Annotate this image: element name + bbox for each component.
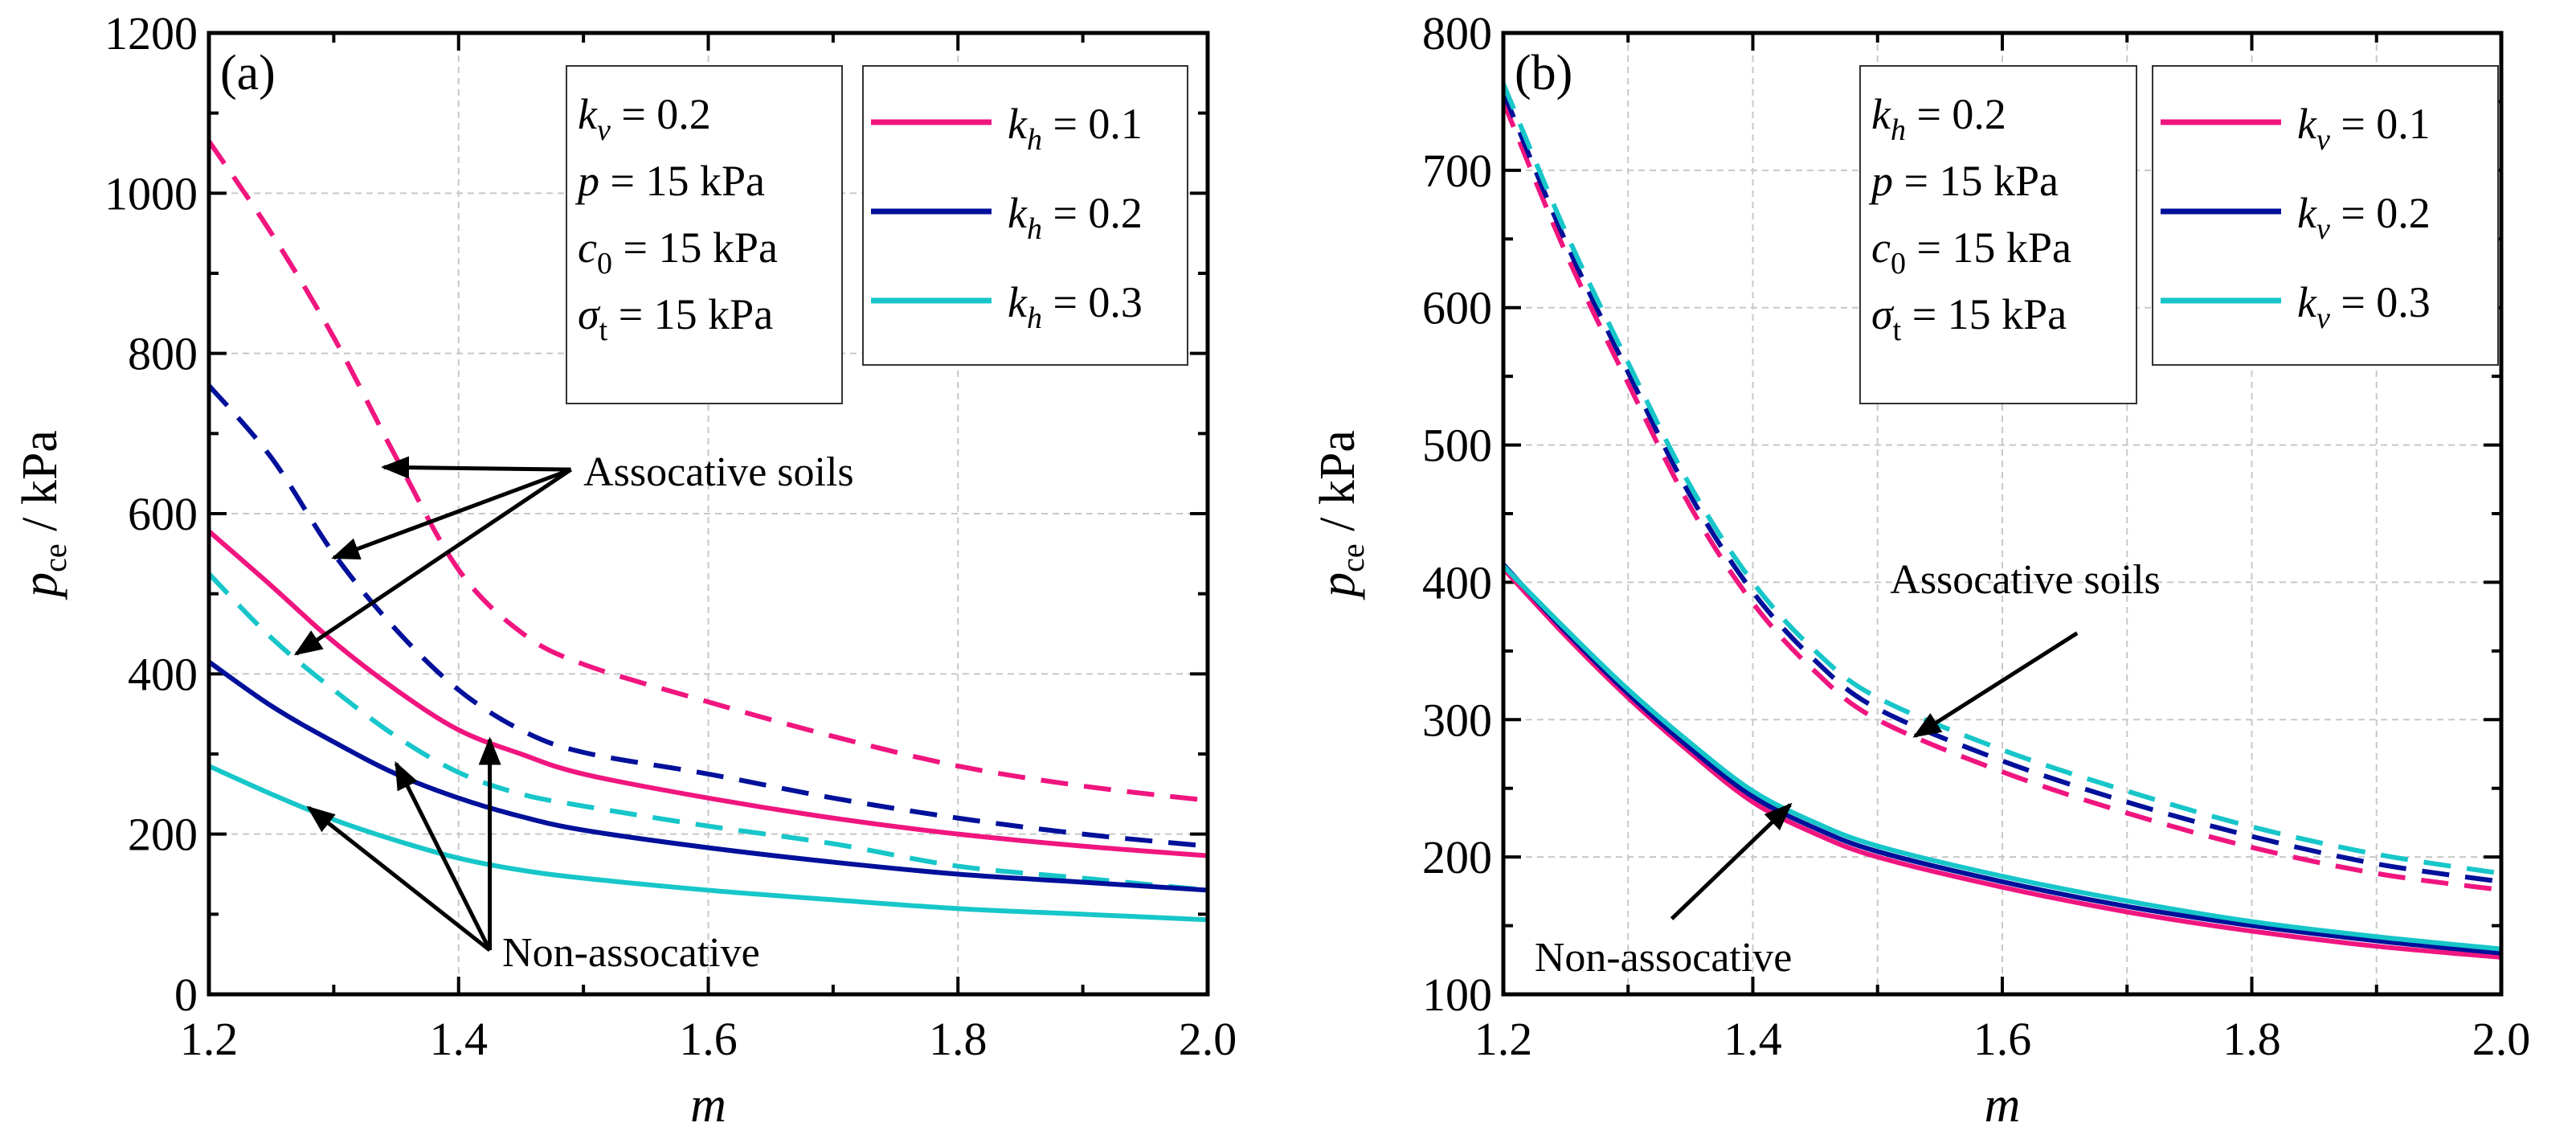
annotation-label: Non-assocative	[502, 930, 760, 976]
x-tick-label: 1.8	[2222, 1013, 2281, 1065]
param-symbol: σ	[1871, 290, 1895, 338]
param-subscript: 0	[597, 247, 612, 281]
panel-label: (b)	[1515, 46, 1572, 100]
parameter-text: c0 = 15 kPa	[1871, 223, 2071, 281]
legend-label: kv = 0.2	[2297, 189, 2431, 246]
y-axis-label: pce / kPa	[13, 430, 73, 600]
y-tick-label: 400	[1422, 556, 1492, 608]
panel-a: 1.2 1.4 1.6 1.8 2.0 0 200 400 600 800 1000 1200 Asso…	[13, 7, 1237, 1133]
parameter-text: p = 15 kPa	[574, 157, 765, 205]
legend-box	[2152, 65, 2499, 366]
annotation-arrow	[306, 805, 492, 953]
series-line-0	[206, 139, 1208, 803]
parameter-text: p = 15 kPa	[1868, 157, 2059, 205]
y-tick-label: 300	[1422, 694, 1492, 746]
plot-frame	[1501, 31, 2504, 997]
param-subscript: t	[599, 313, 608, 347]
series-line-4	[207, 659, 1208, 893]
x-tick-label: 2.0	[1179, 1013, 1237, 1065]
annotation-arrow	[1670, 802, 1793, 920]
param-symbol: σ	[578, 290, 601, 338]
y-tick-label: 400	[128, 648, 198, 700]
parameter-text: c0 = 15 kPa	[578, 223, 778, 281]
param-symbol: c	[578, 223, 597, 272]
series-line-5	[1501, 563, 2502, 952]
param-subscript: 0	[1891, 247, 1906, 281]
x-tick-label: 2.0	[2472, 1013, 2531, 1065]
parameter-text: kv = 0.2	[578, 90, 711, 147]
parameter-text: σt = 15 kPa	[1871, 290, 2067, 347]
annotation-arrow	[381, 456, 571, 479]
annotation-arrow	[1912, 631, 2079, 738]
y-tick-label: 0	[174, 969, 198, 1021]
annotation-label: Assocative soils	[583, 449, 854, 495]
x-tick-label: 1.8	[929, 1013, 987, 1065]
param-value: = 15 kPa	[1901, 290, 2067, 338]
panel-b: 1.2 1.4 1.6 1.8 2.0 100 200 300 400 500 600 700 800 A…	[1310, 7, 2530, 1133]
series-line-3	[1501, 567, 2502, 960]
y-axis-label: pce / kPa	[1310, 430, 1371, 600]
series-line-2	[1501, 83, 2502, 876]
legend-box	[862, 65, 1188, 366]
series-line-1	[1501, 91, 2502, 884]
y-tick-label: 500	[1422, 420, 1492, 472]
x-axis-label: m	[690, 1078, 726, 1133]
param-value: = 15 kPa	[612, 223, 778, 272]
param-symbol: p	[1868, 157, 1893, 205]
param-value: = 15 kPa	[599, 157, 765, 205]
y-tick-label: 100	[1422, 969, 1492, 1021]
panel-label: (a)	[220, 46, 276, 100]
parameter-box	[1859, 65, 2137, 404]
series-line-1	[206, 383, 1208, 849]
annotation-label: Assocative soils	[1890, 557, 2161, 603]
param-symbol: k	[578, 90, 598, 138]
legend-label: kh = 0.2	[1008, 189, 1143, 246]
legend-label: kh = 0.1	[1008, 100, 1143, 157]
x-tick-label: 1.2	[180, 1013, 239, 1065]
annotation-arrow	[293, 468, 572, 656]
y-tick-label: 1200	[104, 7, 198, 59]
y-tick-label: 200	[1422, 831, 1492, 883]
x-tick-label: 1.2	[1474, 1013, 1533, 1065]
y-tick-label: 800	[1422, 7, 1492, 59]
legend-label: kv = 0.1	[2297, 100, 2431, 157]
series-line-4	[1501, 563, 2502, 956]
annotation-arrow	[331, 467, 572, 560]
param-value: = 0.2	[1906, 90, 2006, 138]
param-value: = 15 kPa	[1893, 157, 2059, 205]
param-symbol: k	[1871, 90, 1891, 138]
parameter-text: σt = 15 kPa	[578, 290, 773, 347]
plot-frame	[206, 31, 1210, 997]
x-tick-label: 1.4	[1723, 1013, 1782, 1065]
annotation-arrow	[394, 760, 492, 952]
y-tick-label: 600	[1422, 282, 1492, 334]
y-tick-label: 600	[128, 488, 198, 540]
param-symbol: c	[1871, 223, 1891, 272]
x-tick-label: 1.6	[679, 1013, 738, 1065]
parameter-box	[566, 65, 843, 404]
series-line-2	[206, 572, 1208, 893]
legend-label: kh = 0.3	[1008, 278, 1143, 335]
param-subscript: h	[1891, 113, 1906, 147]
param-value: = 15 kPa	[1906, 223, 2071, 272]
param-value: = 15 kPa	[607, 290, 773, 338]
annotation-label: Non-assocative	[1535, 935, 1793, 981]
x-tick-label: 1.4	[430, 1013, 489, 1065]
param-subscript: t	[1893, 313, 1902, 347]
series-line-3	[207, 529, 1208, 858]
param-value: = 0.2	[611, 90, 711, 138]
series-line-0	[1501, 100, 2502, 893]
x-axis-label: m	[1985, 1078, 2021, 1133]
param-subscript: v	[597, 113, 611, 147]
y-tick-label: 200	[128, 809, 198, 861]
y-tick-label: 1000	[104, 167, 198, 219]
parameter-text: kh = 0.2	[1871, 90, 2006, 147]
x-tick-label: 1.6	[1973, 1013, 2032, 1065]
y-tick-label: 700	[1422, 145, 1492, 197]
legend-label: kv = 0.3	[2297, 278, 2431, 335]
param-symbol: p	[574, 157, 599, 205]
y-tick-label: 800	[128, 328, 198, 380]
